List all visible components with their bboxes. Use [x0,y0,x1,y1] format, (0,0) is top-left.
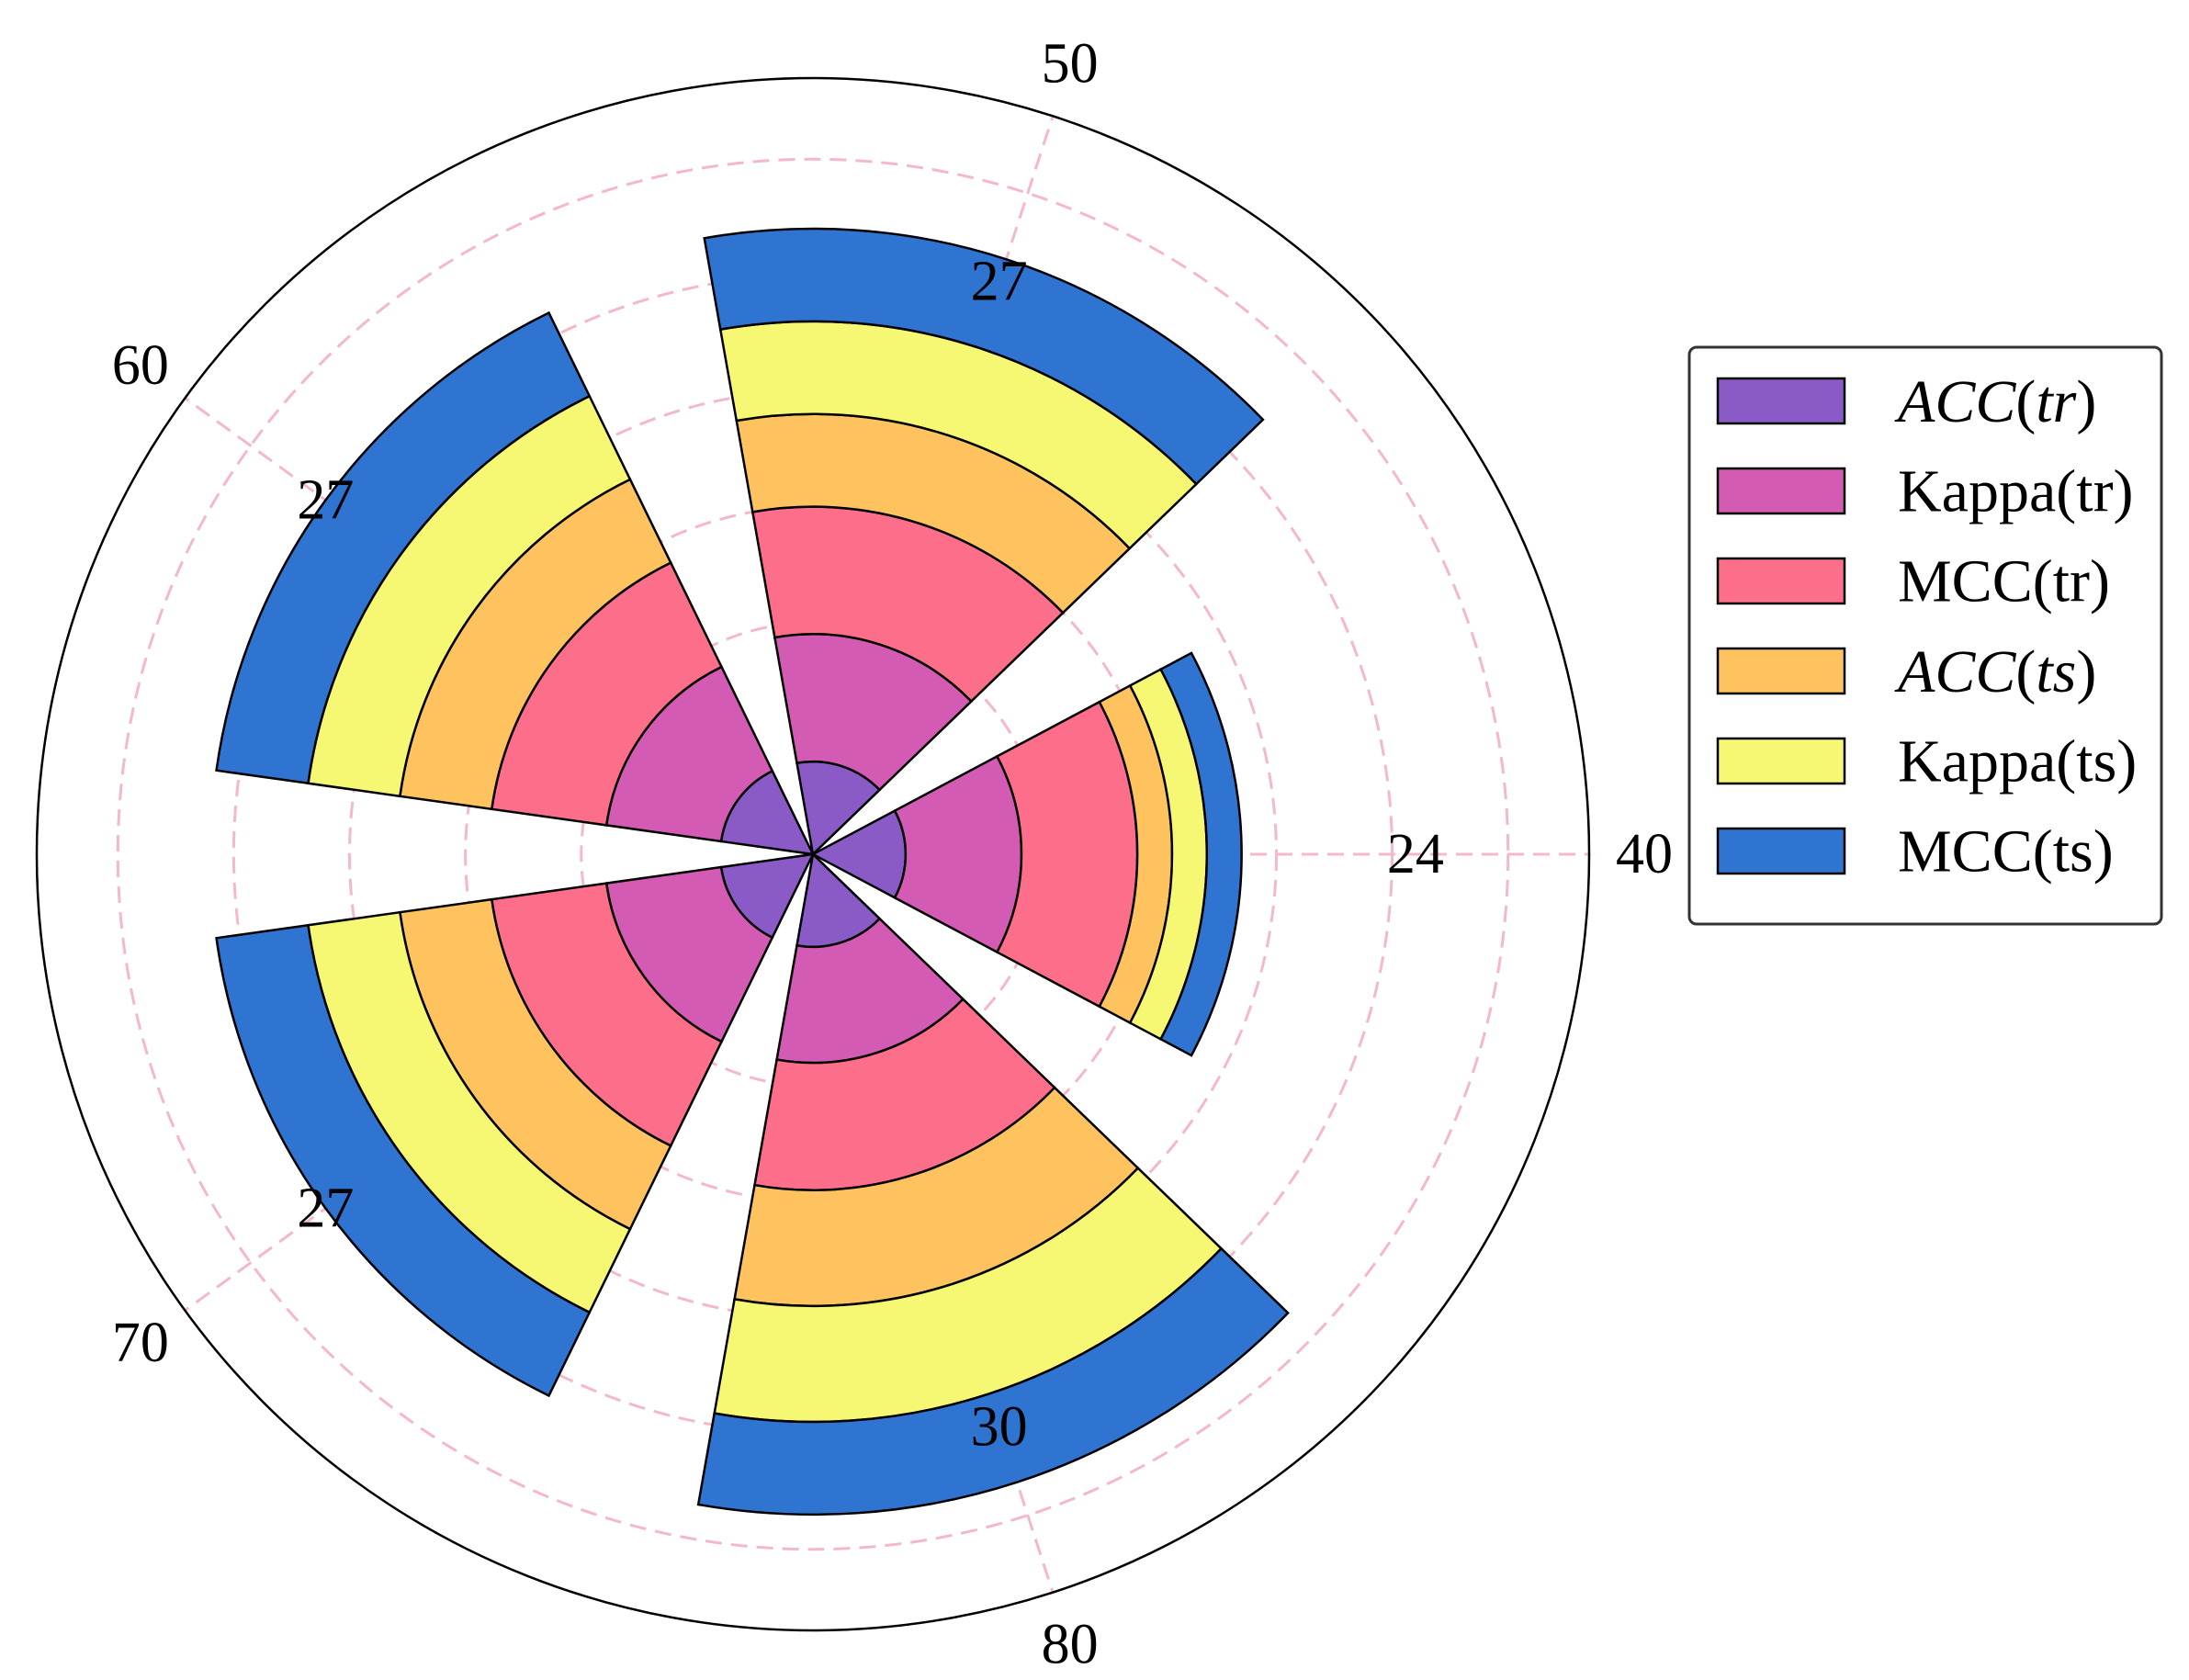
radial-tick-label-4: 70 [112,1312,169,1374]
legend-label-5: Kappa(ts) [1898,728,2137,795]
labels-layer: 40 50 60 70 80 24 27 27 27 30 [112,32,1673,1675]
bars-layer [215,227,1290,1517]
bar-segment-c4-s6 [215,923,592,1398]
category-label-5: 30 [971,1396,1028,1459]
legend-label-3: MCC(tr) [1898,548,2110,615]
legend-swatch-5 [1716,737,1846,785]
legend-swatch-2 [1716,467,1846,515]
legend-label-4: ACC(ts) [1894,638,2096,705]
legend-label-6: MCC(ts) [1898,818,2114,885]
legend-swatch-3 [1716,557,1846,605]
category-label-1: 24 [1387,823,1444,885]
legend-label-2: Kappa(tr) [1898,458,2134,525]
category-label-4: 27 [297,1177,354,1239]
radial-tick-label-2: 50 [1042,32,1099,95]
bar-segment-c1-s2 [893,754,1023,954]
category-label-2: 27 [971,250,1028,312]
outer-ring [35,76,1591,1632]
legend-items: ACC(tr) Kappa(tr) MCC(tr) ACC(ts) Kappa(ts) M… [1716,368,2137,885]
bar-segment-c5-s6 [696,1246,1290,1517]
bar-segment-c2-s6 [703,227,1265,486]
legend-label-1: ACC(tr) [1894,368,2096,435]
legend-swatch-4 [1716,647,1846,695]
bar-segment-c3-s6 [215,310,592,785]
radial-tick-label-5: 80 [1042,1614,1099,1676]
bar-segment-c1-s6 [1158,651,1243,1057]
legend: ACC(tr) Kappa(tr) MCC(tr) ACC(ts) Kappa(ts) M… [1687,345,2163,926]
radial-tick-label-1: 40 [1616,823,1673,885]
legend-swatch-1 [1716,377,1846,425]
legend-swatch-6 [1716,827,1846,875]
category-label-3: 27 [297,469,354,532]
radial-tick-label-3: 60 [112,334,169,397]
